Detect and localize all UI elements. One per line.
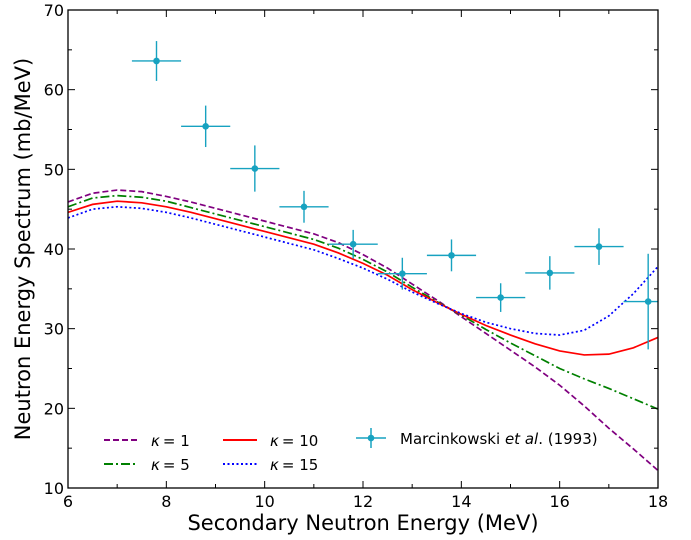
data-point-marker	[497, 294, 504, 301]
x-tick-label: 12	[353, 492, 373, 511]
series-line-kappa-15	[68, 205, 658, 336]
series-line-kappa-1	[68, 189, 658, 472]
legend: κ = 1 κ = 5 κ = 10 κ = 15 Marcinkowski et al…	[104, 428, 598, 474]
x-tick-label: 6	[63, 492, 73, 511]
data-point-4	[328, 229, 378, 259]
data-point-8	[525, 256, 575, 290]
y-tick-label: 20	[44, 399, 64, 418]
data-point-marker	[202, 123, 209, 130]
data-point-5	[377, 257, 427, 290]
plot-frame	[67, 9, 659, 489]
y-axis-label: Neutron Energy Spectrum (mb/MeV)	[11, 58, 35, 440]
x-tick-label: 8	[161, 492, 171, 511]
y-tick-label: 30	[44, 320, 64, 339]
data-point-10	[623, 253, 658, 350]
ticklabel-layer: 6 8 10 12 14 16 18 10 20 30 40 50 60 70	[44, 1, 669, 511]
data-point-7	[476, 283, 526, 312]
series-line-kappa-5	[68, 194, 658, 410]
data-point-9	[574, 228, 624, 265]
y-tick-label: 70	[44, 1, 64, 20]
legend-label-kappa-1: κ = 1	[151, 432, 190, 450]
errorbar-layer	[131, 41, 658, 350]
data-point-2	[230, 145, 280, 192]
x-axis-label: Secondary Neutron Energy (MeV)	[187, 511, 538, 535]
data-point-marker	[644, 298, 652, 305]
data-point-0	[131, 41, 182, 81]
legend-label-kappa-5: κ = 5	[151, 456, 190, 474]
series-layer	[68, 189, 658, 472]
data-point-marker	[448, 252, 455, 259]
x-tick-label: 18	[648, 492, 668, 511]
legend-swatch-marcinkowski	[356, 428, 386, 448]
x-tick-label: 16	[549, 492, 569, 511]
tick-layer	[67, 9, 659, 489]
y-tick-label: 40	[44, 240, 64, 259]
series-line-kappa-10	[68, 200, 658, 356]
data-point-marker	[399, 270, 406, 277]
data-point-marker	[595, 243, 603, 250]
data-point-marker	[251, 165, 259, 172]
data-point-marker	[546, 269, 554, 277]
data-point-marker	[153, 57, 160, 65]
legend-label-marcinkowski: Marcinkowski et al. (1993)	[400, 430, 598, 448]
data-point-3	[279, 190, 329, 223]
data-point-marker	[349, 240, 357, 248]
x-tick-label: 14	[451, 492, 471, 511]
x-tick-label: 10	[254, 492, 274, 511]
y-tick-label: 10	[44, 479, 64, 498]
legend-label-kappa-15: κ = 15	[270, 456, 318, 474]
data-point-marker	[300, 203, 308, 211]
legend-label-kappa-10: κ = 10	[270, 432, 318, 450]
y-tick-label: 50	[44, 160, 64, 179]
y-tick-label: 60	[44, 81, 64, 100]
data-point-1	[181, 105, 231, 148]
legend-swatch-marcinkowski-marker	[367, 434, 375, 442]
data-point-6	[426, 239, 477, 272]
